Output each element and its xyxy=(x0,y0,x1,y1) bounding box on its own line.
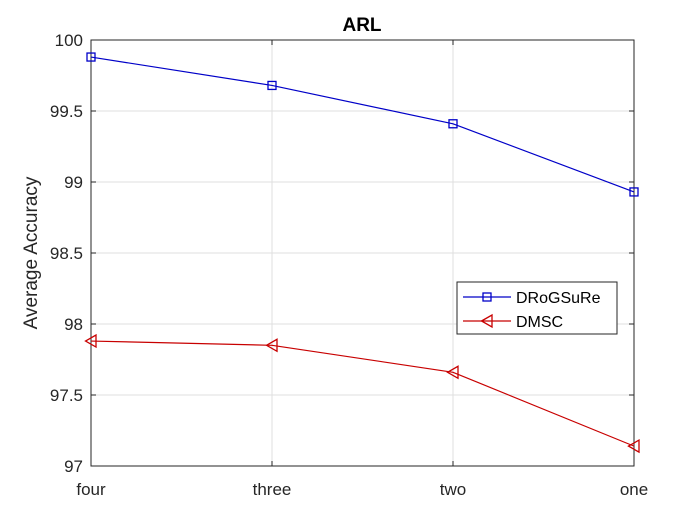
data-point xyxy=(265,338,278,353)
data-point xyxy=(627,438,640,454)
data-point xyxy=(84,333,97,349)
data-point xyxy=(86,52,96,62)
legend-label: DMSC xyxy=(516,314,563,331)
y-tick-label: 98 xyxy=(64,315,83,334)
y-axis-label: Average Accuracy xyxy=(21,176,42,329)
data-point xyxy=(448,119,458,129)
y-tick-label: 99.5 xyxy=(50,102,83,121)
series-dmsc xyxy=(84,333,640,454)
y-tick-label: 100 xyxy=(55,31,83,50)
data-point xyxy=(446,365,459,380)
data-point xyxy=(629,187,639,197)
data-point xyxy=(267,80,277,91)
y-tick-label: 97.5 xyxy=(50,386,83,405)
legend-marker xyxy=(482,292,492,302)
series-line xyxy=(90,340,635,447)
legend-box xyxy=(456,281,618,335)
y-tick-label: 97 xyxy=(64,457,83,476)
legend: DRoGSuRe DMSC xyxy=(456,281,618,335)
y-tick-label: 99 xyxy=(64,173,83,192)
chart-title: ARL xyxy=(342,15,381,36)
axis-ticks: 97 97.5 98 98.5 99 99.5 100 four three two one xyxy=(50,31,648,499)
legend-label: DRoGSuRe xyxy=(516,290,601,307)
x-tick-label: one xyxy=(620,480,648,499)
series-drogsure xyxy=(86,52,639,197)
legend-marker xyxy=(480,313,493,329)
x-tick-label: three xyxy=(253,480,292,499)
x-tick-label: four xyxy=(76,480,106,499)
series-line xyxy=(90,56,635,193)
x-tick-label: two xyxy=(440,480,466,499)
series-group xyxy=(84,52,640,454)
y-tick-label: 98.5 xyxy=(50,244,83,263)
